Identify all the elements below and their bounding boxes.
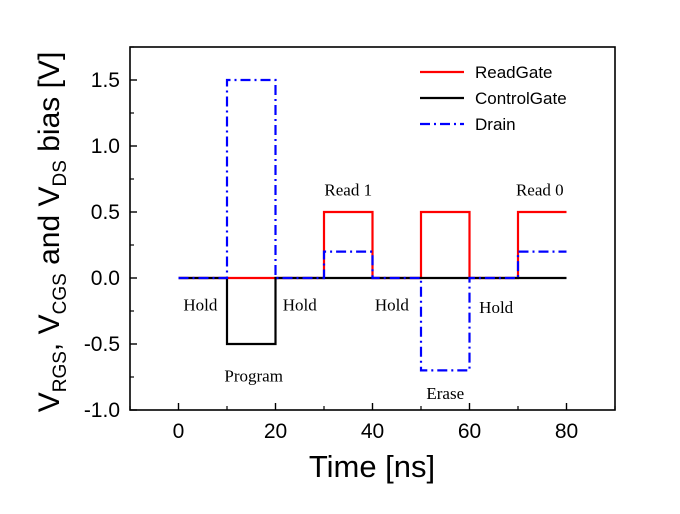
annotations: Hold Program Hold Read 1 Hold Erase Hold Read 0 (183, 181, 563, 403)
annotation-label: Read 1 (324, 181, 372, 200)
series-readgate-line (178, 210, 567, 280)
legend-entry-controlgate: ControlGate (475, 89, 567, 108)
y-tick-label: 1.0 (91, 135, 120, 158)
y-label-part: V (33, 392, 66, 412)
legend-entry-drain: Drain (475, 115, 516, 134)
annotation-label: Program (224, 367, 283, 386)
x-tick-label: 40 (361, 420, 384, 443)
annotation-label: Hold (283, 295, 318, 314)
y-label-part: bias [V] (33, 52, 66, 160)
annotation-label: Hold (375, 295, 410, 314)
series-lines (178, 78, 567, 372)
y-tick-label: -1.0 (84, 399, 120, 422)
y-label-subscript: RGS (50, 351, 71, 392)
annotation-label: Read 0 (516, 181, 564, 200)
x-tick-label: 0 (173, 420, 185, 443)
legend-entry-readgate: ReadGate (475, 63, 553, 82)
y-label-subscript: DS (50, 160, 71, 186)
x-axis-label: Time [ns] (309, 449, 435, 484)
y-tick-label: 0.5 (91, 201, 120, 224)
x-tick-label: 60 (458, 420, 481, 443)
x-tick-label: 20 (264, 420, 287, 443)
annotation-label: Hold (479, 298, 514, 317)
axis-ticks: 0 20 40 60 80 -1.0 -0.5 0.0 0.5 1.0 1.5 (84, 46, 616, 443)
annotation-label: Erase (426, 384, 464, 403)
legend: ReadGate ControlGate Drain (420, 63, 567, 134)
y-label-part: and V (33, 186, 66, 273)
annotation-label: Hold (183, 295, 218, 314)
y-label-subscript: CGS (50, 273, 71, 314)
x-tick-label: 80 (555, 420, 578, 443)
y-tick-label: -0.5 (84, 333, 120, 356)
y-label-part: , V (33, 314, 66, 351)
y-tick-label: 0.0 (91, 267, 120, 290)
y-axis-label: VRGS, VCGS and VDS bias [V] (33, 52, 71, 413)
series-drain-line (178, 78, 567, 372)
y-tick-label: 1.5 (91, 69, 120, 92)
